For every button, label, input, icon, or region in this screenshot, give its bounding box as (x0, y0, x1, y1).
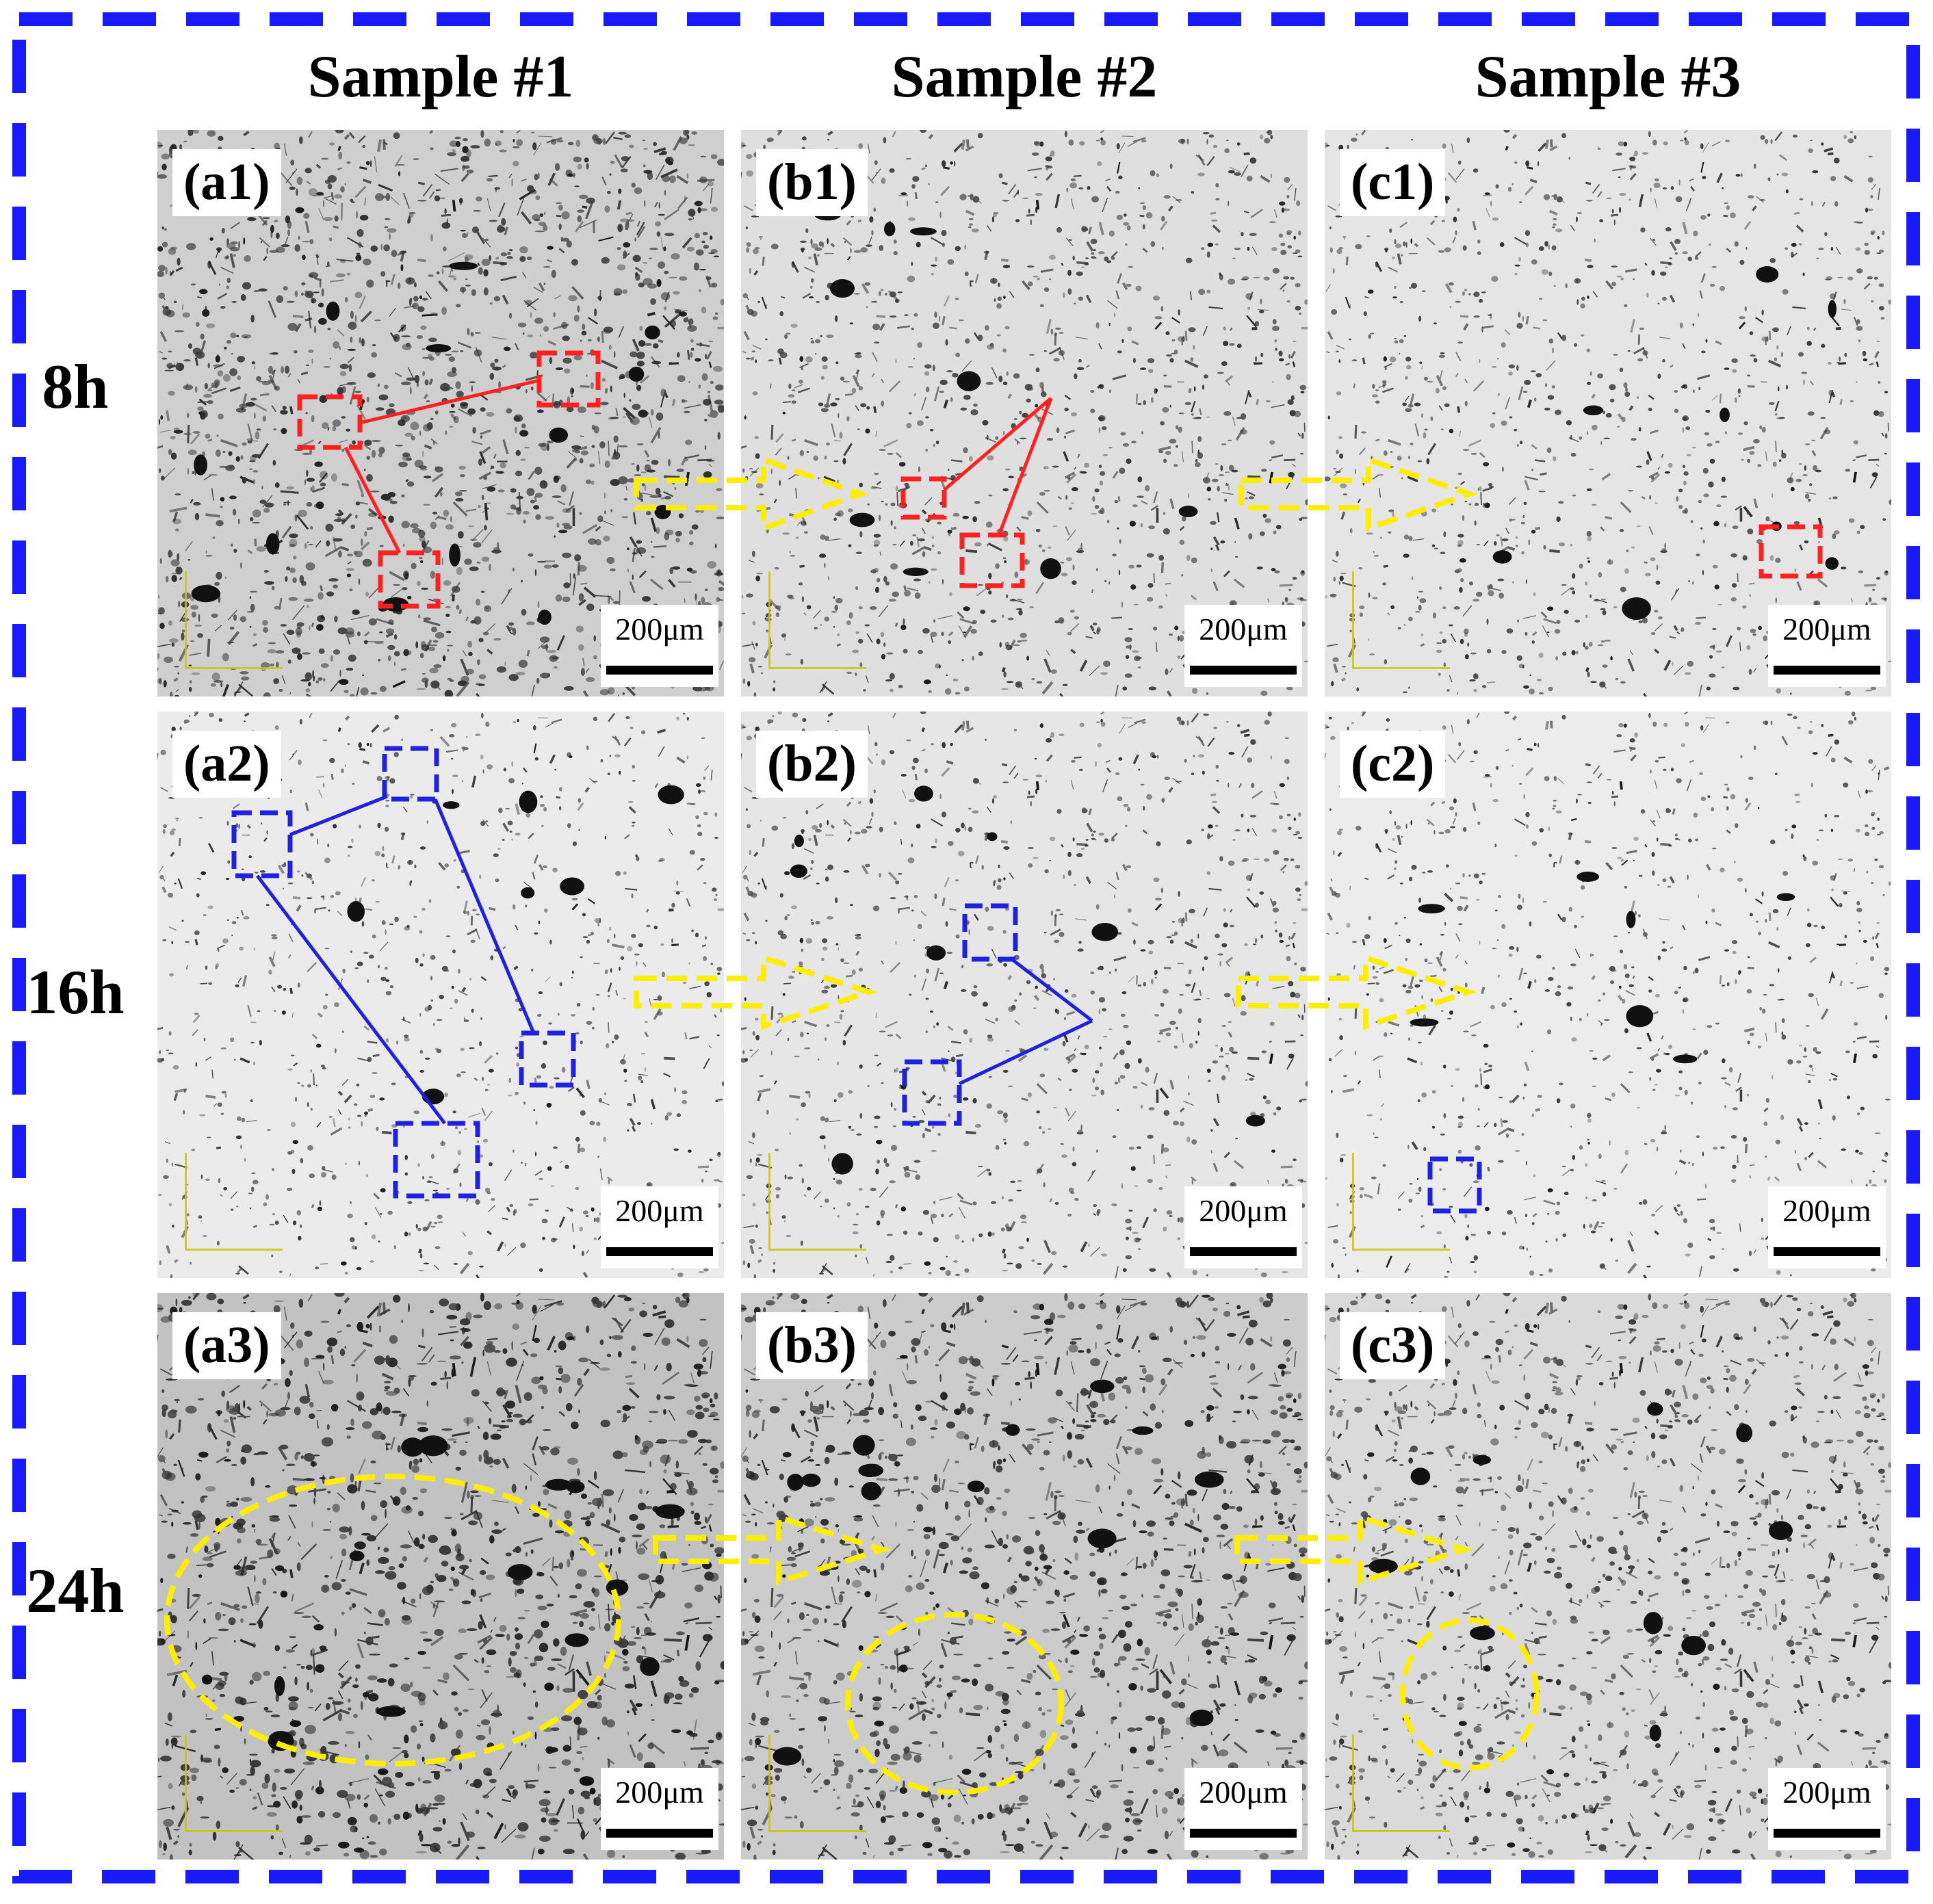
scale-bar-line (1774, 1247, 1880, 1256)
panel-label: (b2) (756, 731, 868, 798)
scale-bar-line (606, 1247, 713, 1256)
scale-bar-line (606, 666, 713, 675)
column-title-sample-3: Sample #3 (1475, 44, 1741, 110)
micrograph-a2: (a2) 200μm (157, 712, 724, 1278)
micrograph-c2: (c2) 200μm (1325, 712, 1891, 1278)
scale-label: 200μm (1782, 1775, 1871, 1810)
scale-label: 200μm (615, 612, 704, 647)
panel-label: (a1) (172, 149, 281, 216)
micrograph-a1: (a1) 200μm (157, 130, 724, 696)
scale-label: 200μm (615, 1775, 704, 1810)
scale-bar: 200μm (1184, 1186, 1302, 1268)
axis-marker (768, 1153, 866, 1251)
panel-label: (b1) (756, 149, 868, 216)
scale-bar: 200μm (1184, 605, 1302, 687)
axis-marker (185, 1734, 283, 1832)
axis-marker (185, 571, 283, 669)
scale-label: 200μm (1782, 612, 1871, 647)
row-title-16h: 16h (26, 957, 125, 1027)
scale-bar: 200μm (1768, 1186, 1886, 1268)
scale-bar-line (606, 1829, 713, 1838)
scale-bar-line (1190, 666, 1297, 675)
axis-marker (768, 1734, 866, 1832)
panel-label: (a2) (172, 731, 281, 798)
scale-bar: 200μm (601, 1768, 718, 1850)
axis-marker (768, 571, 866, 669)
scale-bar-line (1190, 1247, 1297, 1256)
axis-marker (1352, 1734, 1450, 1832)
micrograph-b3: (b3) 200μm (741, 1293, 1308, 1860)
scale-bar-line (1774, 666, 1880, 675)
panel-label: (b3) (756, 1312, 868, 1379)
axis-marker (1352, 1153, 1450, 1251)
micrograph-a3: (a3) 200μm (157, 1293, 724, 1860)
column-title-sample-1: Sample #1 (307, 44, 574, 110)
column-title-sample-2: Sample #2 (891, 44, 1158, 110)
scale-bar-line (1190, 1829, 1297, 1838)
micrograph-b1: (b1) 200μm (741, 130, 1308, 696)
micrograph-b2: (b2) 200μm (741, 712, 1308, 1278)
scale-bar-line (1774, 1829, 1880, 1838)
scale-label: 200μm (1782, 1193, 1871, 1228)
panel-label: (c2) (1340, 731, 1446, 798)
axis-marker (1352, 571, 1450, 669)
axis-marker (185, 1153, 283, 1251)
scale-bar: 200μm (1184, 1768, 1302, 1850)
micrograph-texture (1325, 130, 1891, 696)
scale-bar: 200μm (1768, 1768, 1886, 1850)
row-title-24h: 24h (26, 1556, 125, 1626)
scale-bar: 200μm (1768, 605, 1886, 687)
panel-label: (a3) (172, 1312, 281, 1379)
scale-label: 200μm (1199, 1193, 1288, 1228)
scale-label: 200μm (615, 1193, 704, 1228)
scale-label: 200μm (1199, 1775, 1288, 1810)
panel-label: (c1) (1340, 149, 1446, 216)
scale-bar: 200μm (601, 605, 718, 687)
row-title-8h: 8h (42, 352, 109, 421)
scale-bar: 200μm (601, 1186, 718, 1268)
micrograph-c1: (c1) 200μm (1325, 130, 1891, 696)
micrograph-c3: (c3) 200μm (1325, 1293, 1891, 1860)
panel-label: (c3) (1340, 1312, 1446, 1379)
scale-label: 200μm (1199, 612, 1288, 647)
